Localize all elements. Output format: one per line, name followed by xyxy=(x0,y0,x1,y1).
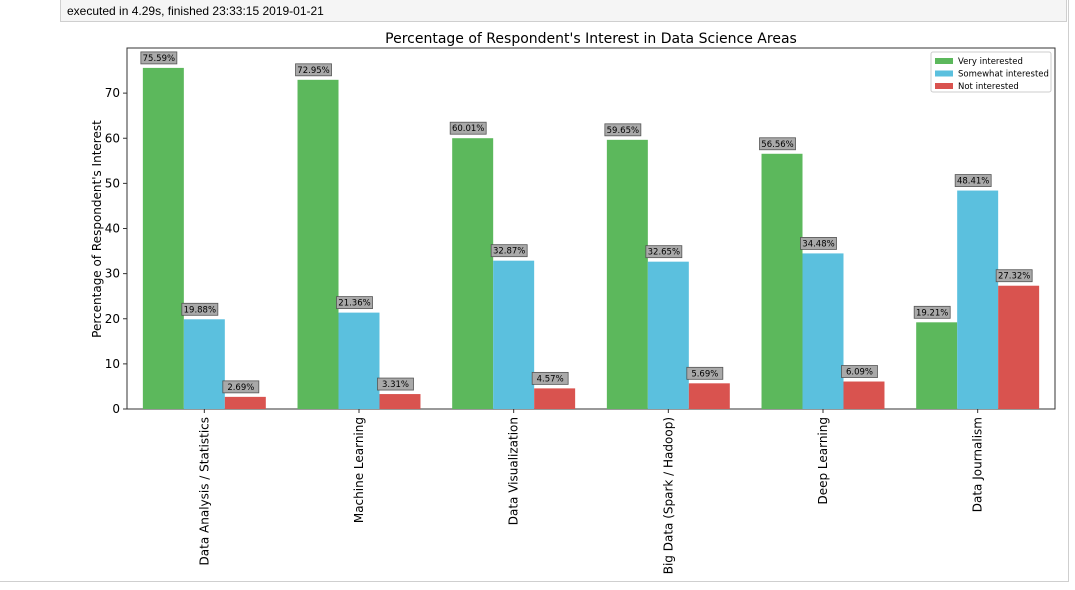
y-axis-label: Percentage of Respondent's Interest xyxy=(90,120,104,338)
data-label-box xyxy=(295,63,332,77)
y-tick-label: 10 xyxy=(105,357,120,371)
data-label: 48.41% xyxy=(957,177,989,187)
x-tick-label: Data Analysis / Statistics xyxy=(197,417,211,565)
y-tick-label: 60 xyxy=(105,131,120,145)
data-label-box xyxy=(645,245,683,259)
data-label-box xyxy=(222,380,260,394)
bar-very-interested xyxy=(916,322,958,409)
data-label-box xyxy=(800,237,837,250)
bar-not-interested xyxy=(998,285,1040,409)
legend-swatch xyxy=(935,70,953,77)
legend-label: Not interested xyxy=(958,82,1019,92)
data-label-box xyxy=(449,121,487,135)
legend-frame xyxy=(930,51,1052,93)
data-label-box xyxy=(995,269,1033,283)
bar-not-interested xyxy=(379,394,421,409)
bar-somewhat-interested xyxy=(338,312,380,409)
bar-very-interested xyxy=(761,153,803,409)
legend-swatch xyxy=(935,83,953,89)
bars-group xyxy=(142,67,1040,410)
x-tick-label: Deep Learning xyxy=(816,417,830,505)
x-tick-label: Data Visualization xyxy=(507,417,521,525)
execution-status-bar: executed in 4.29s, finished 23:33:15 201… xyxy=(60,0,1067,22)
data-label: 27.32% xyxy=(998,272,1030,282)
bar-very-interested xyxy=(297,79,339,410)
bar-not-interested xyxy=(534,388,576,409)
chart-title: Percentage of Respondent's Interest in D… xyxy=(385,31,797,47)
bar-very-interested xyxy=(452,138,494,409)
data-label: 75.59% xyxy=(143,54,175,64)
data-label-box xyxy=(490,244,528,258)
legend-label: Somewhat interested xyxy=(958,70,1049,80)
execution-status-text: executed in 4.29s, finished 23:33:15 201… xyxy=(67,4,324,18)
bar-not-interested xyxy=(688,383,730,409)
data-label-box xyxy=(140,51,178,65)
data-label: 21.36% xyxy=(338,299,370,309)
data-label-box xyxy=(377,377,414,391)
bar-somewhat-interested xyxy=(802,253,844,409)
data-label-box xyxy=(686,366,724,380)
data-label-box xyxy=(954,174,992,187)
y-axis-ticks: 0 10 20 30 40 50 60 70 xyxy=(105,86,127,416)
data-label: 4.57% xyxy=(537,374,564,384)
y-tick-label: 20 xyxy=(105,312,120,326)
data-labels-group: 75.59% 19.88% 2.69% 72.95% 21.36% 3.31% 60.01%… xyxy=(140,51,1033,394)
data-label-box xyxy=(759,137,796,151)
bar-somewhat-interested xyxy=(183,319,225,409)
data-label-box xyxy=(604,123,642,137)
data-label: 2.69% xyxy=(227,383,254,393)
data-label: 5.69% xyxy=(691,369,718,379)
legend-swatch xyxy=(935,58,953,64)
data-label: 72.95% xyxy=(297,66,329,76)
x-tick-label: Data Journalism xyxy=(971,417,985,512)
data-label: 56.56% xyxy=(761,140,793,150)
data-label: 19.21% xyxy=(916,308,948,318)
data-label: 34.48% xyxy=(802,239,834,249)
data-label-box xyxy=(841,365,878,378)
legend-label: Very interested xyxy=(958,57,1023,67)
data-label: 59.65% xyxy=(607,126,639,136)
x-tick-label: Machine Learning xyxy=(352,417,366,523)
data-label: 19.88% xyxy=(184,305,216,315)
bar-somewhat-interested xyxy=(647,261,689,409)
y-tick-label: 40 xyxy=(105,222,120,236)
data-label-box xyxy=(531,371,569,385)
bar-somewhat-interested xyxy=(957,190,999,409)
data-label: 60.01% xyxy=(452,124,484,134)
plot-area xyxy=(126,47,1056,410)
data-label-box xyxy=(181,302,219,316)
bar-very-interested xyxy=(142,67,184,410)
data-label: 32.65% xyxy=(648,248,680,258)
y-tick-label: 0 xyxy=(112,402,120,416)
y-tick-label: 30 xyxy=(105,267,120,281)
x-axis-ticks: Data Analysis / Statistics Machine Learni… xyxy=(197,409,985,574)
y-tick-label: 50 xyxy=(105,176,120,190)
y-tick-label: 70 xyxy=(105,86,120,100)
bar-not-interested xyxy=(843,381,885,409)
data-label: 3.31% xyxy=(382,380,409,390)
data-label: 6.09% xyxy=(846,368,873,378)
x-tick-label: Big Data (Spark / Hadoop) xyxy=(661,417,675,574)
data-label: 32.87% xyxy=(493,247,525,257)
bar-not-interested xyxy=(224,396,266,409)
bar-somewhat-interested xyxy=(493,260,535,409)
data-label-box xyxy=(913,305,951,319)
legend: Very interested Somewhat interested Not in… xyxy=(930,51,1052,93)
bar-very-interested xyxy=(606,139,648,409)
data-label-box xyxy=(336,296,373,310)
